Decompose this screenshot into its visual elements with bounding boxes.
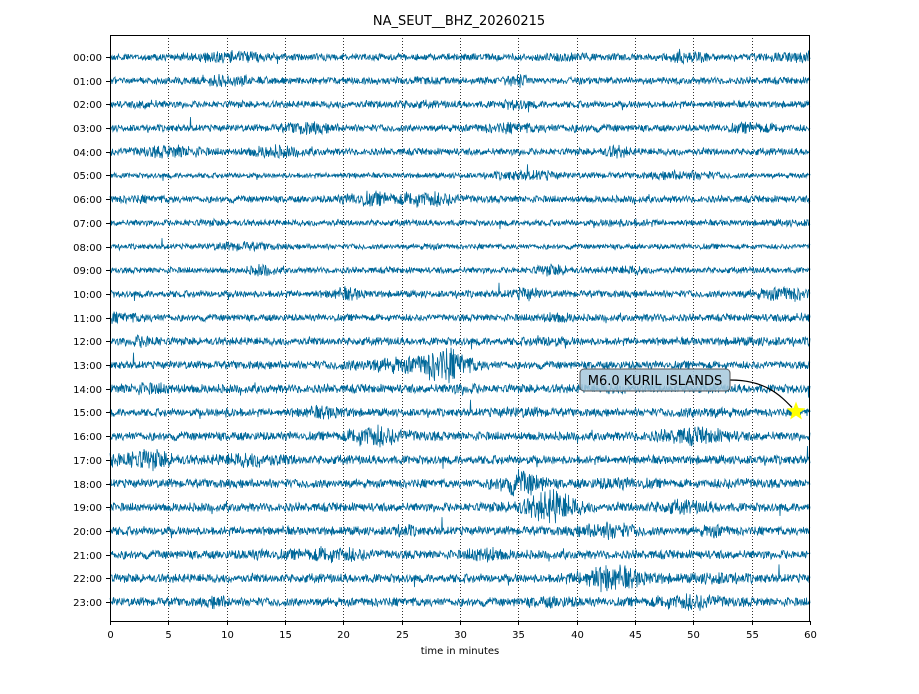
y-tick-label: 15:00	[73, 408, 102, 419]
y-tick-label: 10:00	[73, 290, 102, 301]
x-tick-label: 30	[454, 630, 467, 641]
trace-0800	[109, 238, 811, 253]
x-tick-label: 20	[337, 630, 350, 641]
trace-2000	[109, 517, 811, 541]
trace-1500	[109, 399, 811, 420]
trace-0500	[109, 164, 811, 182]
annotation-arrow	[729, 379, 793, 408]
trace-1200	[109, 334, 811, 350]
chart-title: NA_SEUT__BHZ_20260215	[373, 14, 545, 29]
y-tick-label: 03:00	[73, 124, 102, 135]
x-tick-label: 55	[746, 630, 759, 641]
x-tick-label: 45	[629, 630, 642, 641]
x-tick-label: 10	[221, 630, 234, 641]
trace-0900	[109, 263, 811, 277]
y-tick-label: 09:00	[73, 266, 102, 277]
trace-2300	[109, 593, 811, 611]
y-tick-label: 14:00	[73, 385, 102, 396]
trace-1100	[109, 311, 811, 325]
trace-0200	[109, 98, 811, 113]
x-tick-label: 50	[687, 630, 700, 641]
trace-0400	[109, 144, 811, 160]
y-tick-label: 19:00	[73, 503, 102, 514]
y-tick-label: 13:00	[73, 361, 102, 372]
y-tick-label: 11:00	[73, 314, 102, 325]
traces	[109, 48, 811, 611]
y-tick-label: 00:00	[73, 53, 102, 64]
x-tick-label: 60	[804, 630, 817, 641]
plot-frame	[110, 35, 810, 622]
y-tick-label: 21:00	[73, 551, 102, 562]
trace-1300	[109, 347, 811, 384]
y-tick-label: 02:00	[73, 100, 102, 111]
trace-2200	[110, 564, 811, 593]
x-tick-label: 5	[165, 630, 171, 641]
trace-1800	[109, 468, 811, 497]
trace-0300	[109, 116, 811, 136]
y-tick-label: 23:00	[73, 598, 102, 609]
y-tick-label: 18:00	[73, 480, 102, 491]
y-tick-label: 05:00	[73, 171, 102, 182]
x-axis-label: time in minutes	[421, 646, 500, 657]
trace-0700	[109, 217, 811, 230]
annotation-box	[579, 368, 731, 392]
annotation-label: M6.0 KURIL ISLANDS	[588, 374, 722, 389]
x-tick-label: 25	[396, 630, 409, 641]
x-tick-label: 40	[571, 630, 584, 641]
trace-2100	[109, 546, 811, 564]
event-star-marker	[786, 401, 806, 420]
y-tick-label: 12:00	[73, 337, 102, 348]
trace-1900	[109, 489, 811, 524]
x-tick-label: 0	[107, 630, 113, 641]
y-tick-label: 20:00	[73, 527, 102, 538]
x-tick-label: 15	[279, 630, 292, 641]
y-tick-label: 22:00	[73, 574, 102, 585]
trace-1000	[109, 282, 811, 302]
y-tick-label: 01:00	[73, 77, 102, 88]
event-annotation: M6.0 KURIL ISLANDS	[579, 368, 806, 420]
trace-0000	[109, 48, 811, 65]
y-tick-label: 17:00	[73, 456, 102, 467]
x-axis: 0 5 10 15 20 25 30 35 40 45 50 55 60	[107, 621, 817, 641]
y-tick-label: 04:00	[73, 148, 102, 159]
y-axis: 00:00 01:00 02:00 03:00 04:00 05:00 06:00 07:00…	[73, 53, 110, 609]
y-tick-label: 07:00	[73, 219, 102, 230]
x-tick-label: 35	[512, 630, 525, 641]
trace-1700	[109, 445, 811, 472]
trace-1600	[109, 424, 811, 448]
y-tick-label: 08:00	[73, 243, 102, 254]
trace-0100	[109, 73, 811, 88]
trace-0600	[109, 189, 811, 208]
y-tick-label: 06:00	[73, 195, 102, 206]
y-tick-label: 16:00	[73, 432, 102, 443]
